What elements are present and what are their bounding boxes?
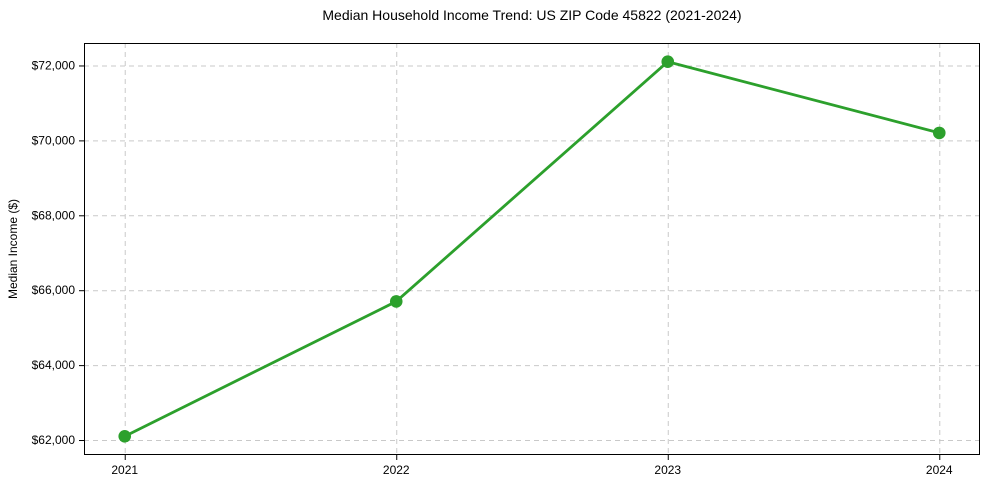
data-point-2023 — [661, 55, 675, 69]
x-tick-label: 2023 — [654, 463, 681, 477]
data-point-2022 — [389, 295, 403, 308]
y-tick-label: $70,000 — [32, 133, 76, 147]
trend-line — [123, 60, 941, 438]
plot-border — [84, 43, 980, 455]
y-tick-label: $64,000 — [32, 358, 76, 372]
y-tick-label: $66,000 — [32, 283, 76, 297]
data-point-2021 — [118, 429, 132, 443]
data-point-2024 — [932, 126, 946, 140]
y-tick-label: $72,000 — [32, 58, 76, 72]
x-tick-label: 2021 — [111, 463, 138, 477]
chart-title: Median Household Income Trend: US ZIP Co… — [322, 7, 742, 23]
y-tick-label: $62,000 — [32, 433, 76, 447]
x-tick-label: 2024 — [926, 463, 953, 477]
y-tick-label: $68,000 — [32, 208, 76, 222]
x-tick-label: 2022 — [383, 463, 410, 477]
